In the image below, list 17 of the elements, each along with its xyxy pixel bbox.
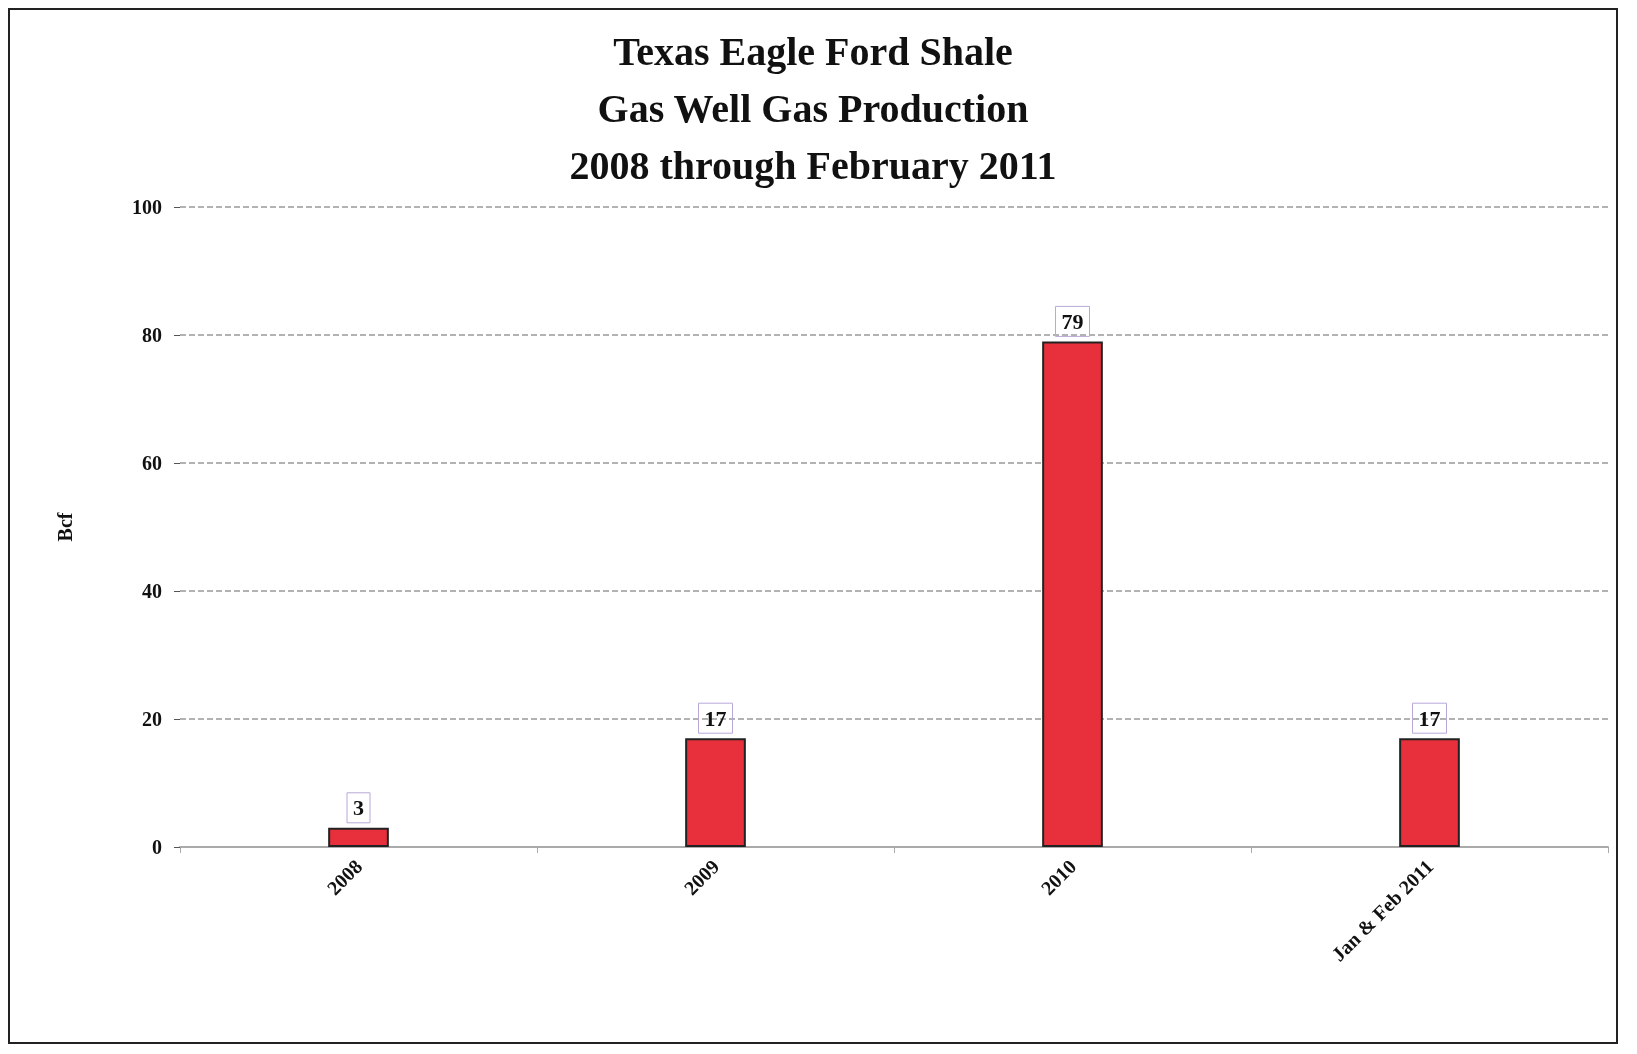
y-tick-label: 0	[152, 836, 162, 858]
y-tick-label: 60	[142, 452, 162, 474]
bar	[1042, 341, 1103, 847]
bar	[1399, 738, 1460, 847]
data-label: 3	[353, 795, 364, 821]
y-tick-label: 80	[142, 324, 162, 346]
data-label: 79	[1061, 308, 1084, 334]
bar	[328, 827, 389, 847]
y-tick-label: 20	[142, 708, 162, 730]
data-label: 17	[704, 705, 727, 731]
bar	[685, 738, 746, 847]
y-axis-title: Bcf	[54, 512, 76, 542]
x-tick-label: Jan & Feb 2011	[1327, 855, 1438, 966]
y-tick-label: 100	[132, 196, 162, 218]
data-label: 17	[1418, 705, 1441, 731]
chart-title: Texas Eagle Ford Shale Gas Well Gas Production 2008 through February 2011	[569, 29, 1057, 188]
y-tick-label: 40	[142, 580, 162, 602]
